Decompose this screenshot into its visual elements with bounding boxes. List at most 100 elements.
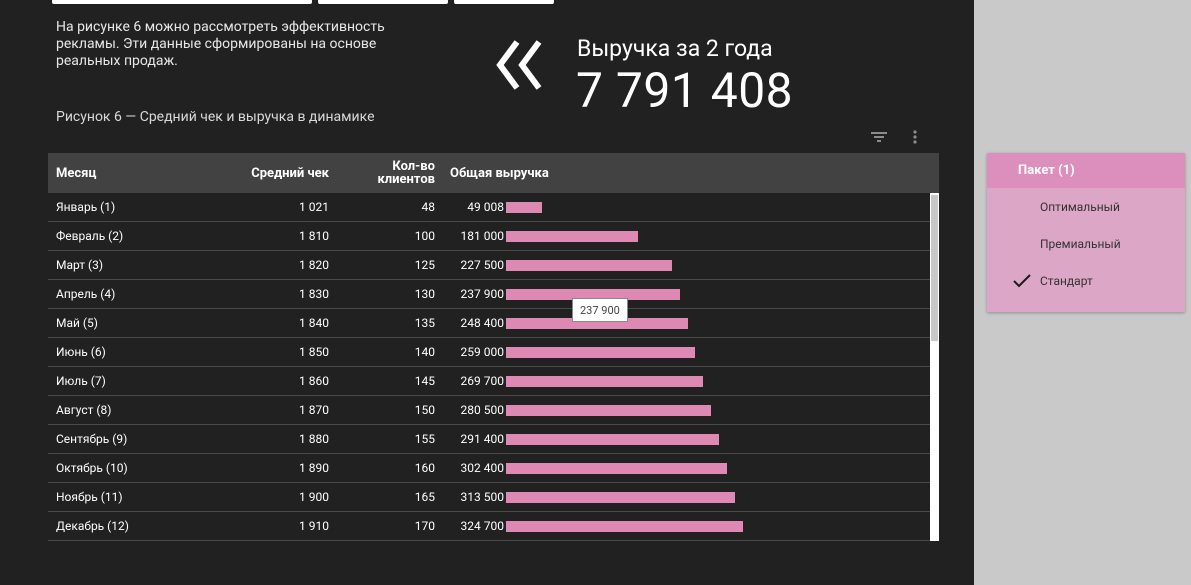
chevron-double-left-icon[interactable]: [495, 36, 547, 94]
filter-option-premium[interactable]: Премиальный: [987, 232, 1185, 256]
client-count-cell: 135: [414, 316, 435, 330]
kpi-label: Выручка за 2 года: [577, 35, 773, 62]
client-count-cell: 140: [414, 345, 435, 359]
revenue-bar[interactable]: [506, 434, 719, 445]
month-cell: Декабрь (12): [56, 519, 129, 533]
col-count-header-line2: клиентов: [377, 172, 435, 187]
filter-option-standard[interactable]: Стандарт: [987, 269, 1185, 293]
revenue-bar[interactable]: [506, 492, 735, 503]
avg-check-cell: 1 021: [299, 200, 329, 214]
revenue-bar[interactable]: [506, 405, 711, 416]
client-count-cell: 170: [414, 519, 435, 533]
client-count-cell: 130: [414, 287, 435, 301]
table-row[interactable]: Январь (1) 1 021 48 49 008: [48, 193, 930, 222]
avg-check-cell: 1 910: [299, 519, 329, 533]
filter-option-label: Премиальный: [1040, 237, 1121, 251]
revenue-bar[interactable]: [506, 202, 542, 213]
revenue-bar[interactable]: [506, 463, 727, 474]
table-row[interactable]: Октябрь (10) 1 890 160 302 400: [48, 454, 930, 483]
client-count-cell: 100: [414, 229, 435, 243]
avg-check-cell: 1 830: [299, 287, 329, 301]
revenue-cell: 269 700: [460, 374, 504, 388]
bar-tooltip: 237 900: [572, 298, 628, 322]
revenue-bar[interactable]: [506, 318, 688, 329]
month-cell: Ноябрь (11): [56, 490, 123, 504]
month-cell: Май (5): [56, 316, 98, 330]
table-row[interactable]: Декабрь (12) 1 910 170 324 700: [48, 512, 930, 541]
col-avg-header[interactable]: Средний чек: [251, 165, 329, 181]
client-count-cell: 125: [414, 258, 435, 272]
revenue-cell: 259 000: [460, 345, 504, 359]
revenue-cell: 324 700: [460, 519, 504, 533]
table-scrollbar-thumb[interactable]: [931, 195, 938, 341]
avg-check-cell: 1 820: [299, 258, 329, 272]
month-cell: Август (8): [56, 403, 112, 417]
table-row[interactable]: Июнь (6) 1 850 140 259 000: [48, 338, 930, 367]
avg-check-cell: 1 870: [299, 403, 329, 417]
table-scrollbar[interactable]: [930, 193, 939, 541]
col-month-header[interactable]: Месяц: [56, 165, 97, 181]
revenue-bar[interactable]: [506, 521, 743, 532]
avg-check-cell: 1 900: [299, 490, 329, 504]
month-cell: Февраль (2): [56, 229, 124, 243]
filter-option-label: Стандарт: [1040, 274, 1093, 288]
col-count-header-line1: Кол-во: [392, 159, 435, 174]
check-icon: [1013, 274, 1031, 288]
revenue-cell: 227 500: [460, 258, 504, 272]
revenue-table: Месяц Средний чек Кол-во клиентов Общая …: [48, 153, 939, 541]
month-cell: Январь (1): [56, 200, 116, 214]
filter-option-optimal[interactable]: Оптимальный: [987, 195, 1185, 219]
revenue-bar[interactable]: [506, 289, 680, 300]
client-count-cell: 150: [414, 403, 435, 417]
month-cell: Март (3): [56, 258, 104, 272]
intro-text: На рисунке 6 можно рассмотреть эффективн…: [56, 19, 385, 69]
avg-check-cell: 1 810: [299, 229, 329, 243]
table-row[interactable]: Сентябрь (9) 1 880 155 291 400: [48, 425, 930, 454]
client-count-cell: 48: [421, 200, 436, 214]
avg-check-cell: 1 890: [299, 461, 329, 475]
revenue-cell: 248 400: [460, 316, 504, 330]
revenue-cell: 280 500: [460, 403, 504, 417]
revenue-bar[interactable]: [506, 260, 672, 271]
table-row[interactable]: Май (5) 1 840 135 248 400: [48, 309, 930, 338]
filter-icon[interactable]: [869, 127, 889, 147]
revenue-bar[interactable]: [506, 347, 695, 358]
col-count-header[interactable]: Кол-во клиентов: [348, 153, 435, 193]
avg-check-cell: 1 840: [299, 316, 329, 330]
filter-title[interactable]: Пакет (1): [987, 153, 1185, 188]
avg-check-cell: 1 880: [299, 432, 329, 446]
revenue-cell: 237 900: [460, 287, 504, 301]
table-row[interactable]: Март (3) 1 820 125 227 500: [48, 251, 930, 280]
revenue-cell: 302 400: [460, 461, 504, 475]
col-revenue-header[interactable]: Общая выручка: [450, 165, 549, 181]
month-cell: Октябрь (10): [56, 461, 128, 475]
revenue-cell: 291 400: [460, 432, 504, 446]
client-count-cell: 165: [414, 490, 435, 504]
revenue-bar[interactable]: [506, 231, 638, 242]
kpi-value: 7 791 408: [576, 62, 794, 119]
client-count-cell: 145: [414, 374, 435, 388]
table-row[interactable]: Апрель (4) 1 830 130 237 900: [48, 280, 930, 309]
table-body: Январь (1) 1 021 48 49 008 Февраль (2) 1 810…: [48, 193, 930, 541]
revenue-cell: 181 000: [460, 229, 504, 243]
more-vert-icon[interactable]: [905, 127, 925, 147]
report-canvas: На рисунке 6 можно рассмотреть эффективн…: [0, 0, 974, 585]
avg-check-cell: 1 850: [299, 345, 329, 359]
revenue-bar[interactable]: [506, 376, 703, 387]
figure-caption: Рисунок 6 — Средний чек и выручка в дина…: [56, 109, 375, 125]
month-cell: Сентябрь (9): [56, 432, 128, 446]
month-cell: Июль (7): [56, 374, 106, 388]
client-count-cell: 155: [414, 432, 435, 446]
month-cell: Апрель (4): [56, 287, 116, 301]
table-row[interactable]: Август (8) 1 870 150 280 500: [48, 396, 930, 425]
revenue-cell: 313 500: [460, 490, 504, 504]
filter-option-label: Оптимальный: [1040, 200, 1120, 214]
month-cell: Июнь (6): [56, 345, 106, 359]
table-row[interactable]: Ноябрь (11) 1 900 165 313 500: [48, 483, 930, 512]
clipped-title-strip: [52, 0, 560, 4]
table-row[interactable]: Июль (7) 1 860 145 269 700: [48, 367, 930, 396]
table-header: Месяц Средний чек Кол-во клиентов Общая …: [48, 153, 939, 193]
table-row[interactable]: Февраль (2) 1 810 100 181 000: [48, 222, 930, 251]
client-count-cell: 160: [414, 461, 435, 475]
revenue-cell: 49 008: [467, 200, 504, 214]
